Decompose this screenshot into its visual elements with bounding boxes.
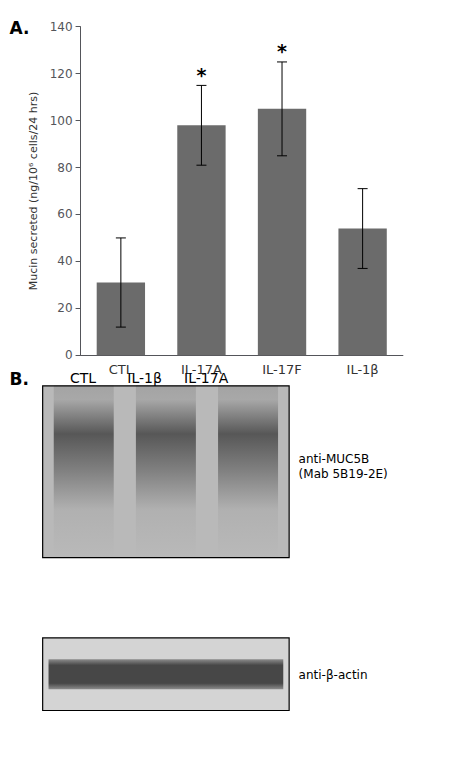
svg-text:B.: B. bbox=[9, 369, 28, 389]
svg-text:A.: A. bbox=[9, 18, 29, 38]
svg-text:0: 0 bbox=[65, 348, 73, 362]
svg-text:IL-17A: IL-17A bbox=[184, 370, 229, 386]
svg-text:140: 140 bbox=[50, 20, 73, 34]
svg-text:IL-1β: IL-1β bbox=[127, 370, 162, 386]
svg-text:60: 60 bbox=[57, 207, 72, 221]
svg-text:CTL: CTL bbox=[70, 370, 96, 386]
svg-text:IL-1β: IL-1β bbox=[347, 362, 379, 377]
svg-text:anti-MUC5B: anti-MUC5B bbox=[299, 452, 370, 466]
svg-text:Mucin secreted (ng/10⁶ cells/2: Mucin secreted (ng/10⁶ cells/24 hrs) bbox=[27, 92, 40, 290]
svg-text:120: 120 bbox=[50, 67, 73, 81]
svg-text:anti-β-actin: anti-β-actin bbox=[299, 668, 368, 682]
svg-text:100: 100 bbox=[50, 114, 73, 128]
svg-text:20: 20 bbox=[57, 301, 72, 315]
svg-text:80: 80 bbox=[57, 161, 72, 175]
svg-text:IL-17F: IL-17F bbox=[262, 362, 302, 377]
svg-text:*: * bbox=[196, 64, 206, 86]
svg-text:CTL: CTL bbox=[108, 362, 133, 378]
svg-text:40: 40 bbox=[57, 254, 72, 268]
svg-text:(Mab 5B19-2E): (Mab 5B19-2E) bbox=[299, 467, 388, 481]
svg-text:*: * bbox=[277, 40, 287, 62]
